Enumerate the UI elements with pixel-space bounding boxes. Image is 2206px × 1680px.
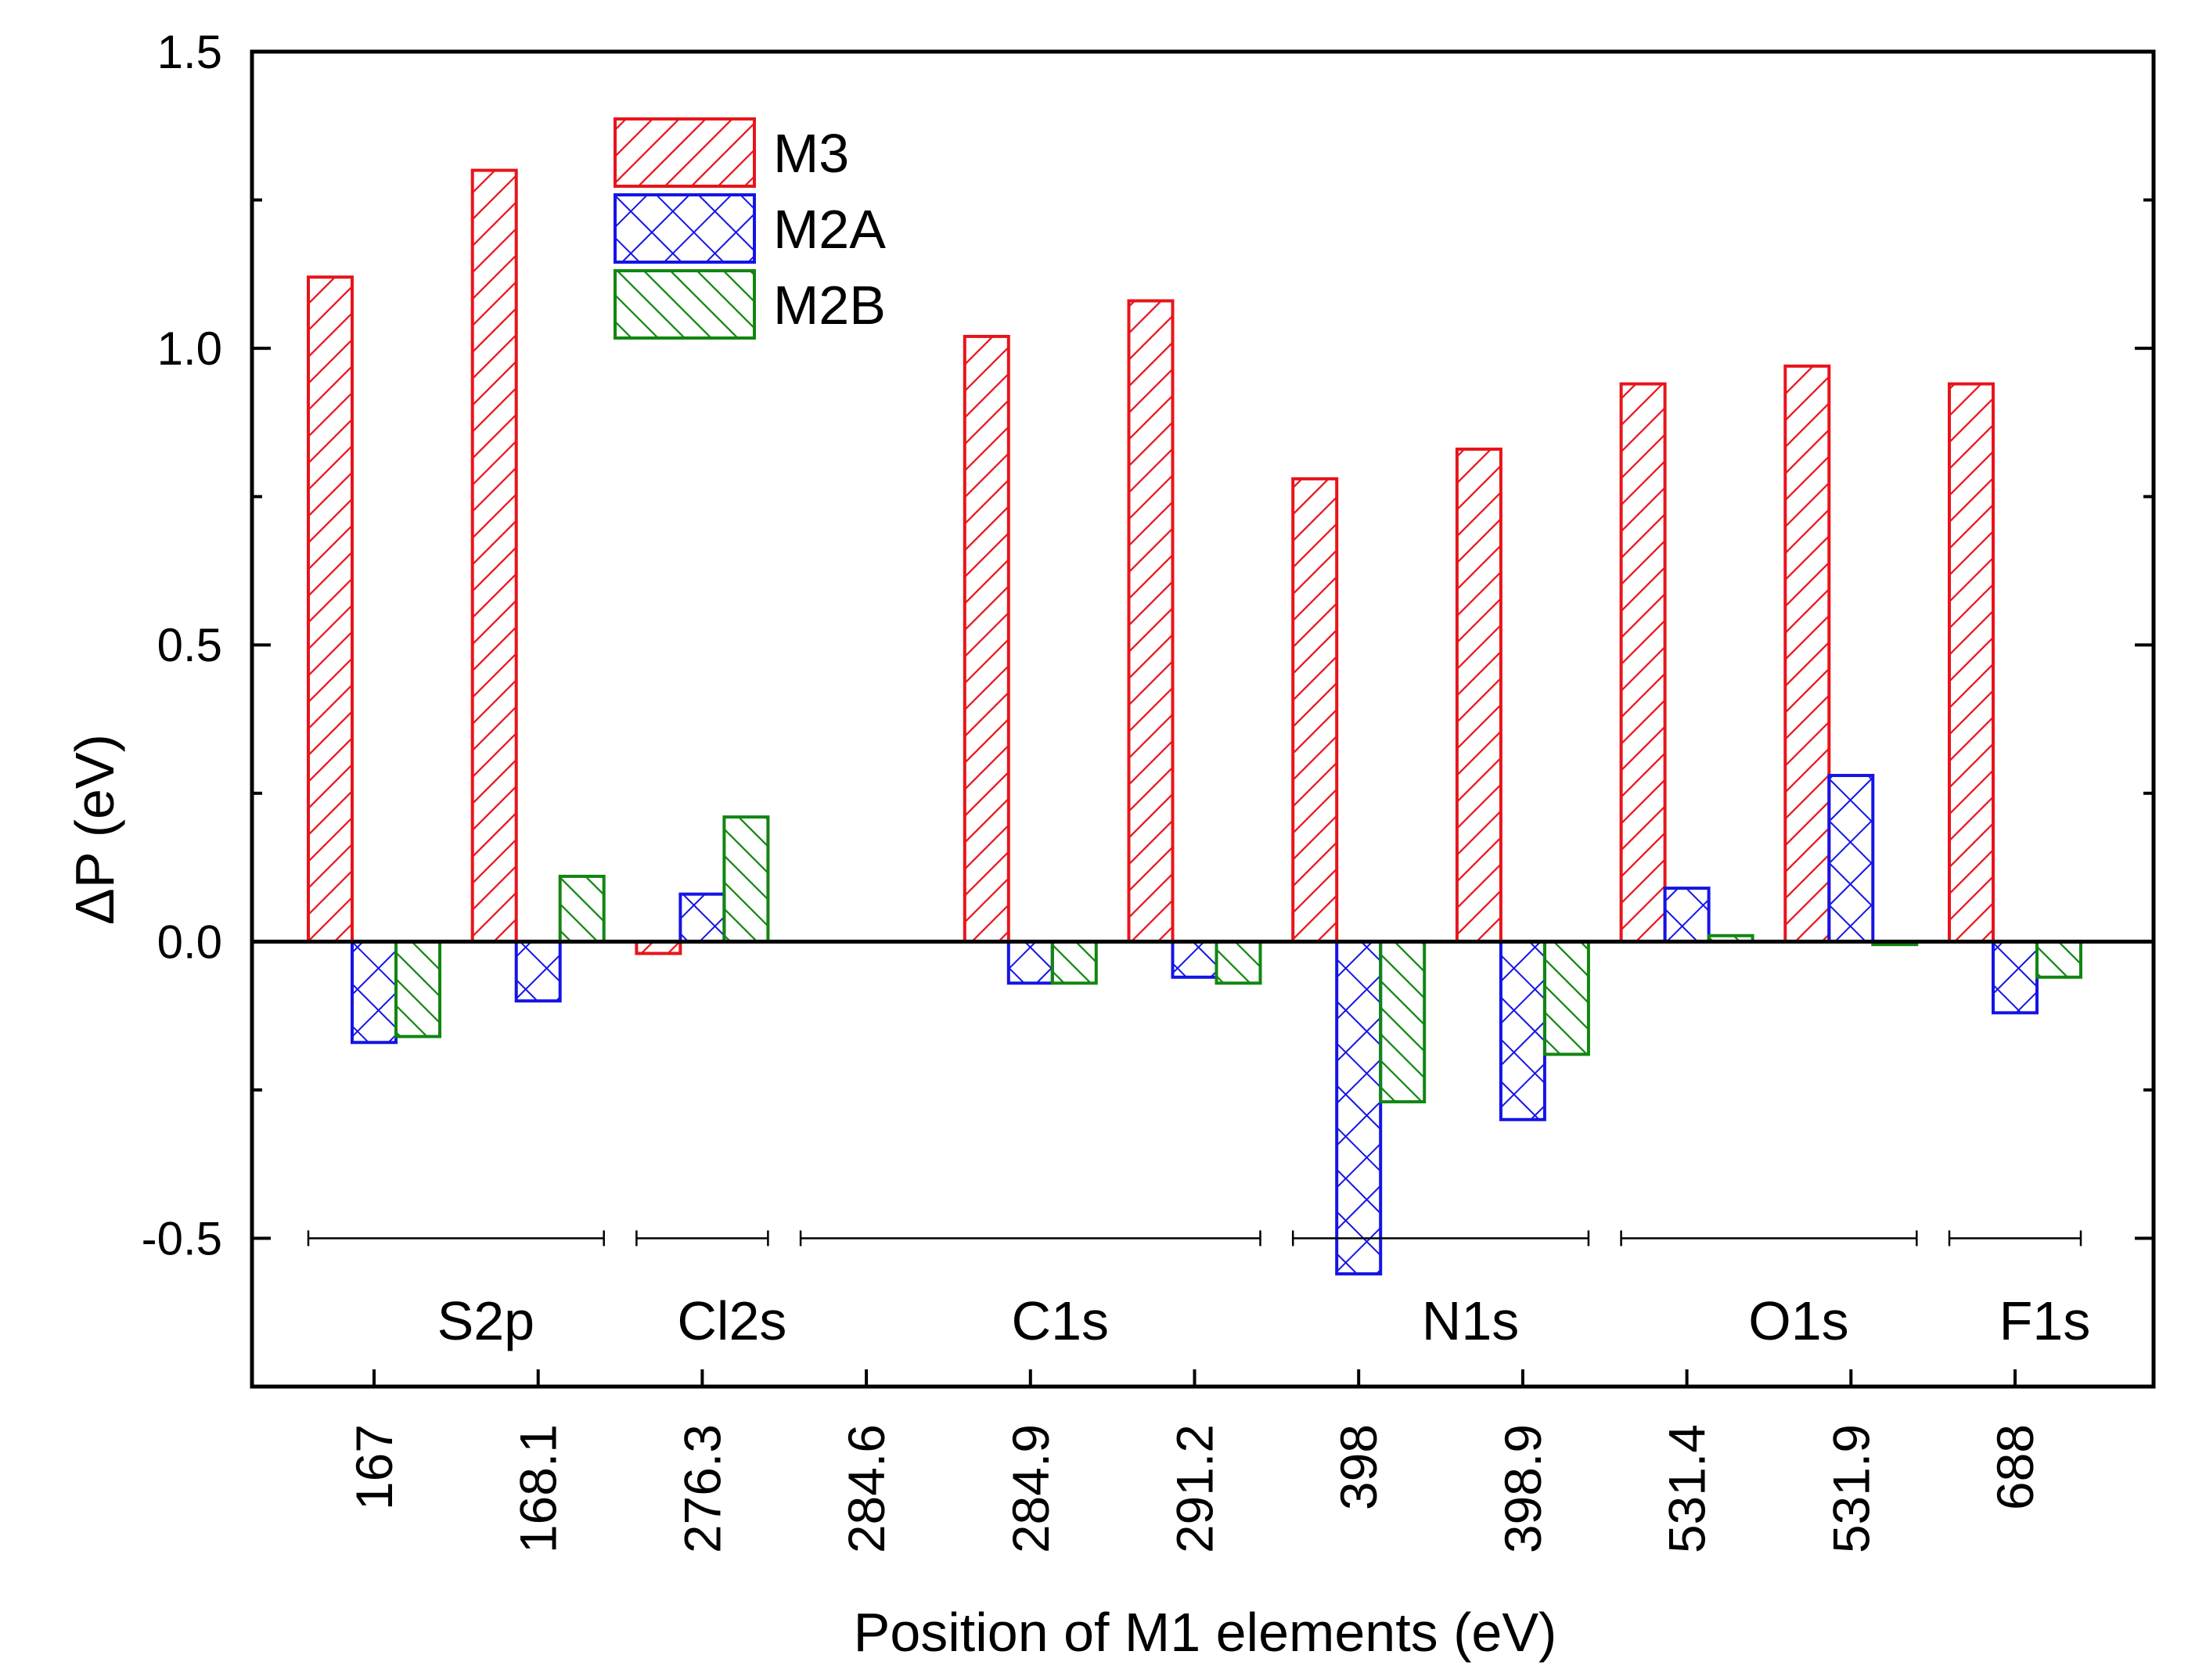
group-label: C1s bbox=[1012, 1290, 1109, 1351]
bar-m3-167 bbox=[307, 275, 354, 944]
group-label: Cl2s bbox=[677, 1290, 786, 1351]
x-tick-label: 398.9 bbox=[1494, 1424, 1552, 1553]
bar-m2a-284.9 bbox=[1006, 940, 1054, 985]
bar-m2a-398 bbox=[1335, 940, 1383, 1275]
bar-m2b-398 bbox=[1379, 940, 1427, 1104]
y-tick-label: 0.0 bbox=[157, 916, 222, 968]
legend-label-m2a: M2A bbox=[773, 199, 886, 260]
x-tick-label: 276.3 bbox=[673, 1424, 731, 1553]
x-axis: 167 168.1 276.3 284.6 284.9 291.2 398 398.9 531.… bbox=[345, 1369, 2044, 1553]
bar-m3-531.4 bbox=[1619, 382, 1667, 944]
bar-m2a-276.3 bbox=[678, 892, 726, 944]
bar-m3-398 bbox=[1291, 477, 1339, 944]
bar-m2a-688 bbox=[1992, 940, 2039, 1015]
bar-m3-531.9 bbox=[1783, 364, 1831, 944]
legend-swatch-m2b bbox=[614, 269, 756, 340]
bar-m2a-291.2 bbox=[1171, 940, 1218, 979]
bar-m2b-291.2 bbox=[1215, 940, 1262, 985]
legend-label-m2b: M2B bbox=[773, 275, 886, 336]
x-axis-title: Position of M1 elements (eV) bbox=[854, 1602, 1557, 1663]
x-tick-label: 531.9 bbox=[1822, 1424, 1880, 1553]
legend-label-m3: M3 bbox=[773, 123, 849, 184]
bar-m2b-284.9 bbox=[1050, 940, 1098, 985]
y-tick-label: 0.5 bbox=[157, 619, 222, 671]
y-axis-title: ΔP (eV) bbox=[64, 734, 125, 925]
group-brackets: S2p Cl2s C1s N1s O1s F1s bbox=[307, 1230, 2091, 1351]
legend-swatch-m3 bbox=[614, 117, 756, 188]
group-label: F1s bbox=[1999, 1290, 2091, 1351]
plot-frame bbox=[250, 49, 2156, 1389]
plot-frame-layer bbox=[250, 49, 2156, 1389]
bar-m3-398.9 bbox=[1455, 448, 1502, 944]
bars-layer bbox=[307, 168, 2082, 1275]
bar-m3-688 bbox=[1948, 382, 1995, 944]
x-tick-label: 398 bbox=[1330, 1424, 1387, 1510]
x-tick-label: 291.2 bbox=[1166, 1424, 1224, 1553]
y-tick-label: -0.5 bbox=[142, 1212, 222, 1264]
x-tick-label: 168.1 bbox=[509, 1424, 567, 1553]
bar-m2a-531.4 bbox=[1663, 887, 1711, 944]
bar-m2a-167 bbox=[351, 940, 398, 1045]
x-tick-label: 531.4 bbox=[1658, 1424, 1716, 1553]
bar-m2b-167 bbox=[394, 940, 441, 1038]
bar-m3-168.1 bbox=[470, 168, 518, 944]
y-tick-label: 1.0 bbox=[157, 322, 222, 375]
bar-m2b-276.3 bbox=[722, 815, 770, 944]
bar-m3-291.2 bbox=[1127, 299, 1175, 944]
bar-m3-284.9 bbox=[963, 334, 1010, 944]
y-tick-label: 1.5 bbox=[157, 26, 222, 78]
group-label: O1s bbox=[1748, 1290, 1848, 1351]
bar-m2b-168.1 bbox=[558, 874, 606, 944]
bar-m2a-531.9 bbox=[1827, 774, 1875, 944]
x-tick-label: 284.9 bbox=[1002, 1424, 1060, 1553]
group-label: N1s bbox=[1422, 1290, 1519, 1351]
legend-swatch-m2a bbox=[614, 193, 756, 264]
x-tick-label: 284.6 bbox=[837, 1424, 895, 1553]
x-tick-label: 688 bbox=[1986, 1424, 2044, 1510]
bar-m2b-398.9 bbox=[1542, 940, 1590, 1056]
bar-m2a-398.9 bbox=[1499, 940, 1546, 1121]
x-tick-label: 167 bbox=[345, 1424, 403, 1510]
legend: M3 M2A M2B bbox=[614, 117, 886, 340]
group-label: S2p bbox=[437, 1290, 535, 1351]
bar-m2b-688 bbox=[2035, 940, 2082, 979]
y-axis: -0.5 0.0 0.5 1.0 1.5 bbox=[142, 26, 2154, 1388]
bar-m2a-168.1 bbox=[514, 940, 562, 1003]
